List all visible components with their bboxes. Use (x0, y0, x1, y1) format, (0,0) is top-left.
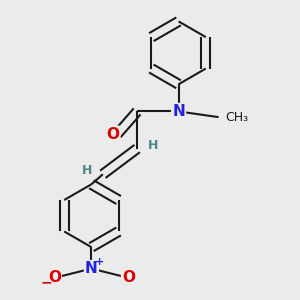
Text: O: O (48, 270, 61, 285)
Text: O: O (106, 127, 119, 142)
Text: CH₃: CH₃ (226, 111, 249, 124)
Text: N: N (172, 104, 185, 119)
Text: O: O (122, 270, 135, 285)
Text: H: H (82, 164, 92, 177)
Text: +: + (95, 257, 104, 267)
Text: −: − (40, 275, 52, 289)
Text: N: N (85, 261, 98, 276)
Text: H: H (148, 139, 158, 152)
